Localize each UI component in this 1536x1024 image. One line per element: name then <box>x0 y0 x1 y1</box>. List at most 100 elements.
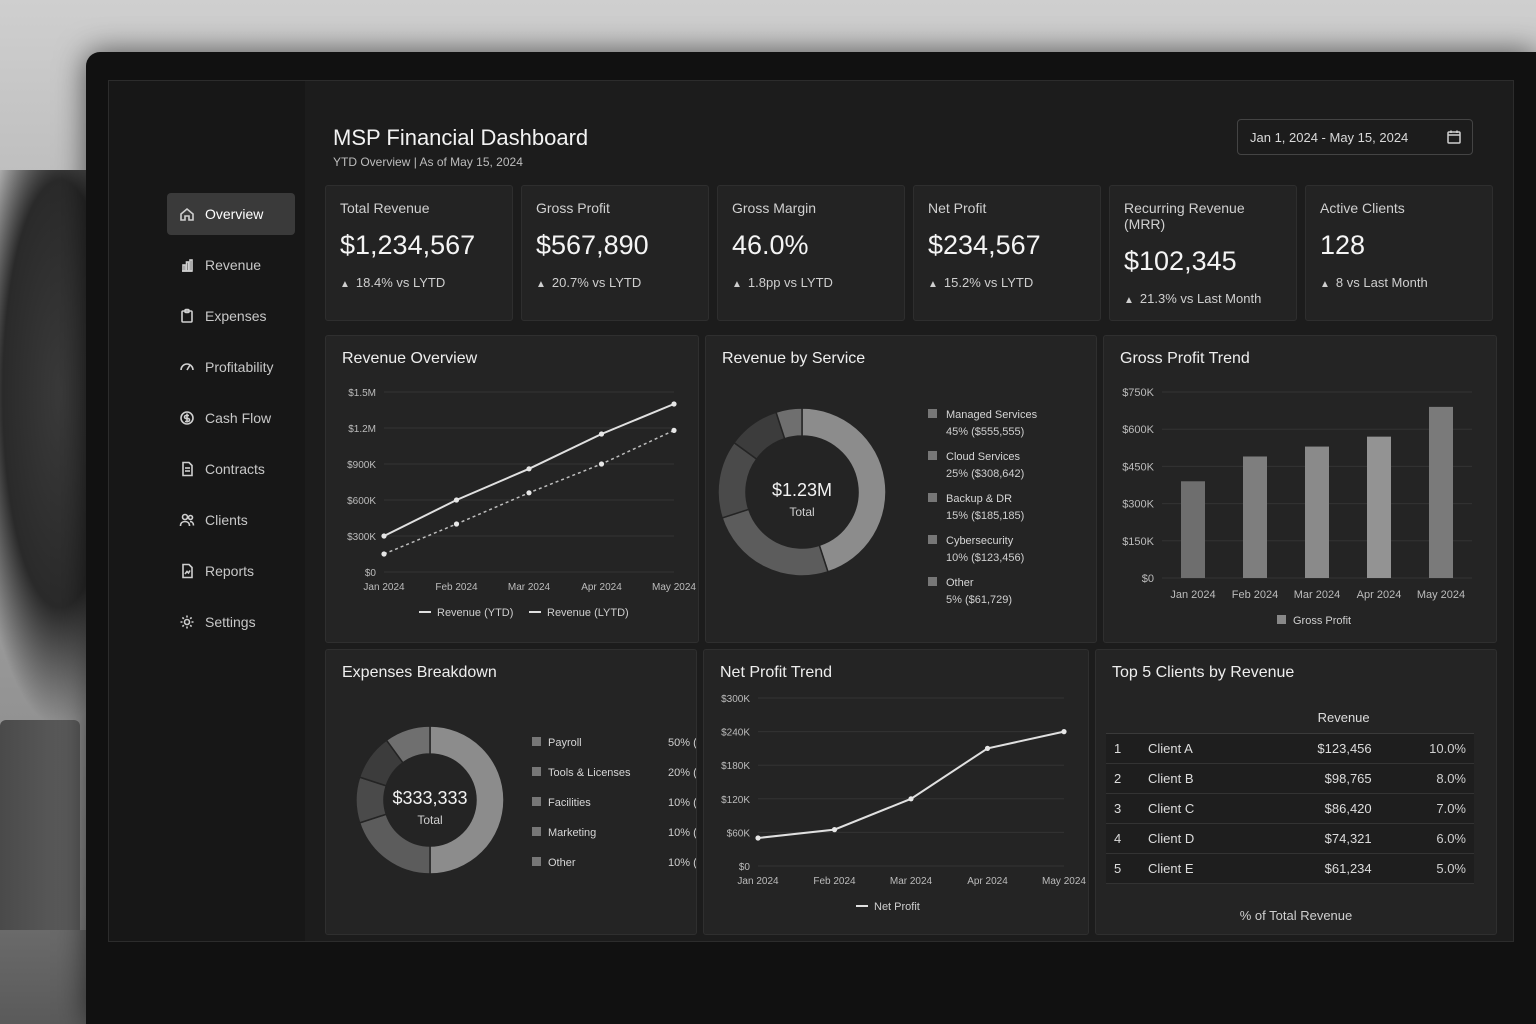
kpi-card-gross-profit[interactable]: Gross Profit $567,890 ▲ 20.7% vs LYTD <box>521 185 709 321</box>
legend-label: Backup & DR <box>946 493 1012 505</box>
gear-icon <box>180 615 194 629</box>
kpi-label: Total Revenue <box>340 200 430 216</box>
pct-cell: 6.0% <box>1379 823 1474 854</box>
revenue-cell: $86,420 <box>1251 793 1380 824</box>
donut-center-label: Total <box>789 505 814 519</box>
expenses-breakdown-title: Expenses Breakdown <box>342 664 497 681</box>
trend-up-icon: ▲ <box>1124 295 1134 306</box>
x-tick-label: Mar 2024 <box>1294 589 1340 601</box>
kpi-change-text: 21.3% vs Last Month <box>1139 291 1262 306</box>
legend-value: 10% ($123,456) <box>946 552 1024 564</box>
donut-center-value: $1.23M <box>772 480 832 500</box>
legend-value: 15% ($185,185) <box>946 510 1024 522</box>
table-row[interactable]: 2 Client B $98,765 8.0% <box>1106 763 1474 794</box>
x-tick-label: Jan 2024 <box>737 876 779 887</box>
kpi-change: ▲ 18.4% vs LYTD <box>340 275 498 290</box>
kpi-value: 128 <box>1320 230 1366 260</box>
y-tick-label: $120K <box>721 795 750 806</box>
kpi-card-gross-margin[interactable]: Gross Margin 46.0% ▲ 1.8pp vs LYTD <box>717 185 905 321</box>
kpi-value: 46.0% <box>732 230 809 260</box>
revenue-overview-panel: Revenue Overview $0 $300K $600K $900K $1.2M $… <box>325 335 699 643</box>
kpi-card-total-revenue[interactable]: Total Revenue $1,234,567 ▲ 18.4% vs LYTD <box>325 185 513 321</box>
legend-label: Other <box>548 857 576 869</box>
rank-cell: 3 <box>1106 793 1140 824</box>
net-profit-trend-panel: Net Profit Trend $0 $60K $120K $180K $240K $3… <box>703 649 1089 935</box>
legend-label: Marketing <box>548 827 596 839</box>
dollar-icon <box>180 411 194 425</box>
page-title: MSP Financial Dashboard <box>333 125 589 150</box>
legend-swatch <box>532 737 541 746</box>
kpi-change: ▲ 1.8pp vs LYTD <box>732 275 890 290</box>
sidebar-item-label: Settings <box>205 614 256 630</box>
x-tick-label: Jan 2024 <box>363 582 405 593</box>
sidebar-item-expenses[interactable]: Expenses <box>167 295 295 337</box>
pct-cell: 8.0% <box>1379 763 1474 794</box>
gross-profit-trend-chart: $0 $150K $300K $450K $600K $750K Jan 2024 Feb 2… <box>1122 387 1472 627</box>
sidebar-item-clients[interactable]: Clients <box>167 499 295 541</box>
data-point <box>453 497 460 503</box>
x-tick-label: Feb 2024 <box>813 876 856 887</box>
client-cell: Client B <box>1140 763 1252 794</box>
sidebar-item-cash-flow[interactable]: Cash Flow <box>167 397 295 439</box>
y-tick-label: $0 <box>739 862 751 873</box>
y-tick-label: $300K <box>1122 499 1154 511</box>
data-point <box>671 401 677 407</box>
sidebar-item-label: Overview <box>205 206 264 222</box>
kpi-label: Active Clients <box>1320 200 1405 216</box>
calendar-icon <box>1447 130 1461 144</box>
legend-label: Revenue (LYTD) <box>547 607 629 619</box>
pct-cell: 5.0% <box>1379 853 1474 884</box>
kpi-card-active-clients[interactable]: Active Clients 128 ▲ 8 vs Last Month <box>1305 185 1493 321</box>
kpi-card-net-profit[interactable]: Net Profit $234,567 ▲ 15.2% vs LYTD <box>913 185 1101 321</box>
legend-swatch <box>532 827 541 836</box>
table-row[interactable]: 4 Client D $74,321 6.0% <box>1106 823 1474 854</box>
table-row[interactable]: 5 Client E $61,234 5.0% <box>1106 853 1474 884</box>
rank-cell: 1 <box>1106 733 1140 764</box>
kpi-change-text: 1.8pp vs LYTD <box>747 275 833 290</box>
revenue-cell: $98,765 <box>1251 763 1380 794</box>
sidebar-item-revenue[interactable]: Revenue <box>167 244 295 286</box>
table-row[interactable]: 1 Client A $123,456 10.0% <box>1106 733 1474 764</box>
sidebar-item-overview[interactable]: Overview <box>167 193 295 235</box>
series-line-net-profit <box>757 730 1065 839</box>
data-point <box>755 835 761 841</box>
kpi-value: $567,890 <box>536 230 649 260</box>
sidebar-item-settings[interactable]: Settings <box>167 601 295 643</box>
revenue-overview-title: Revenue Overview <box>342 350 478 367</box>
kpi-change: ▲ 20.7% vs LYTD <box>536 275 694 290</box>
date-range-picker[interactable]: Jan 1, 2024 - May 15, 2024 <box>1237 119 1473 155</box>
subtitle-separator: | <box>413 155 420 169</box>
trend-up-icon: ▲ <box>1320 279 1330 290</box>
legend-swatch <box>928 409 937 418</box>
legend-swatch <box>928 577 937 586</box>
x-tick-label: Feb 2024 <box>1232 589 1278 601</box>
bar-apr-2024 <box>1367 436 1391 578</box>
legend-value: 25% ($308,642) <box>946 468 1024 480</box>
y-tick-label: $0 <box>365 568 377 579</box>
sidebar-item-reports[interactable]: Reports <box>167 550 295 592</box>
sidebar: Overview Revenue Expenses Profitability Cash… <box>109 81 305 941</box>
sidebar-item-contracts[interactable]: Contracts <box>167 448 295 490</box>
table-row[interactable]: 3 Client C $86,420 7.0% <box>1106 793 1474 824</box>
kpi-label: Net Profit <box>928 200 987 216</box>
data-point <box>381 533 387 539</box>
x-tick-label: Apr 2024 <box>967 876 1008 887</box>
kpi-change: ▲ 8 vs Last Month <box>1320 275 1478 290</box>
legend-label: Managed Services <box>946 409 1038 421</box>
home-icon <box>180 207 194 221</box>
top-clients-table: Revenue 1 Client A $123,456 10.0% 2 Client B $… <box>1106 702 1474 884</box>
chart-icon <box>182 259 193 272</box>
sidebar-item-label: Profitability <box>205 359 274 375</box>
y-tick-label: $300K <box>721 694 750 705</box>
data-point <box>453 521 460 527</box>
legend-value: 10% ($33,333) <box>668 857 696 869</box>
legend-value: 45% ($555,555) <box>946 426 1024 438</box>
revenue-by-service-chart: $1.23M Total Managed Services 45% ($555,555… <box>717 407 1038 606</box>
sidebar-item-profitability[interactable]: Profitability <box>167 346 295 388</box>
legend-value: 10% ($33,333) <box>668 797 696 809</box>
main-content: MSP Financial Dashboard YTD Overview | A… <box>317 81 1497 941</box>
kpi-card-recurring-revenue-mrr[interactable]: Recurring Revenue (MRR) $102,345 ▲ 21.3% vs… <box>1109 185 1297 321</box>
sidebar-item-label: Revenue <box>205 257 262 273</box>
kpi-label: Recurring Revenue (MRR) <box>1124 200 1245 232</box>
revenue-cell: $74,321 <box>1251 823 1380 854</box>
